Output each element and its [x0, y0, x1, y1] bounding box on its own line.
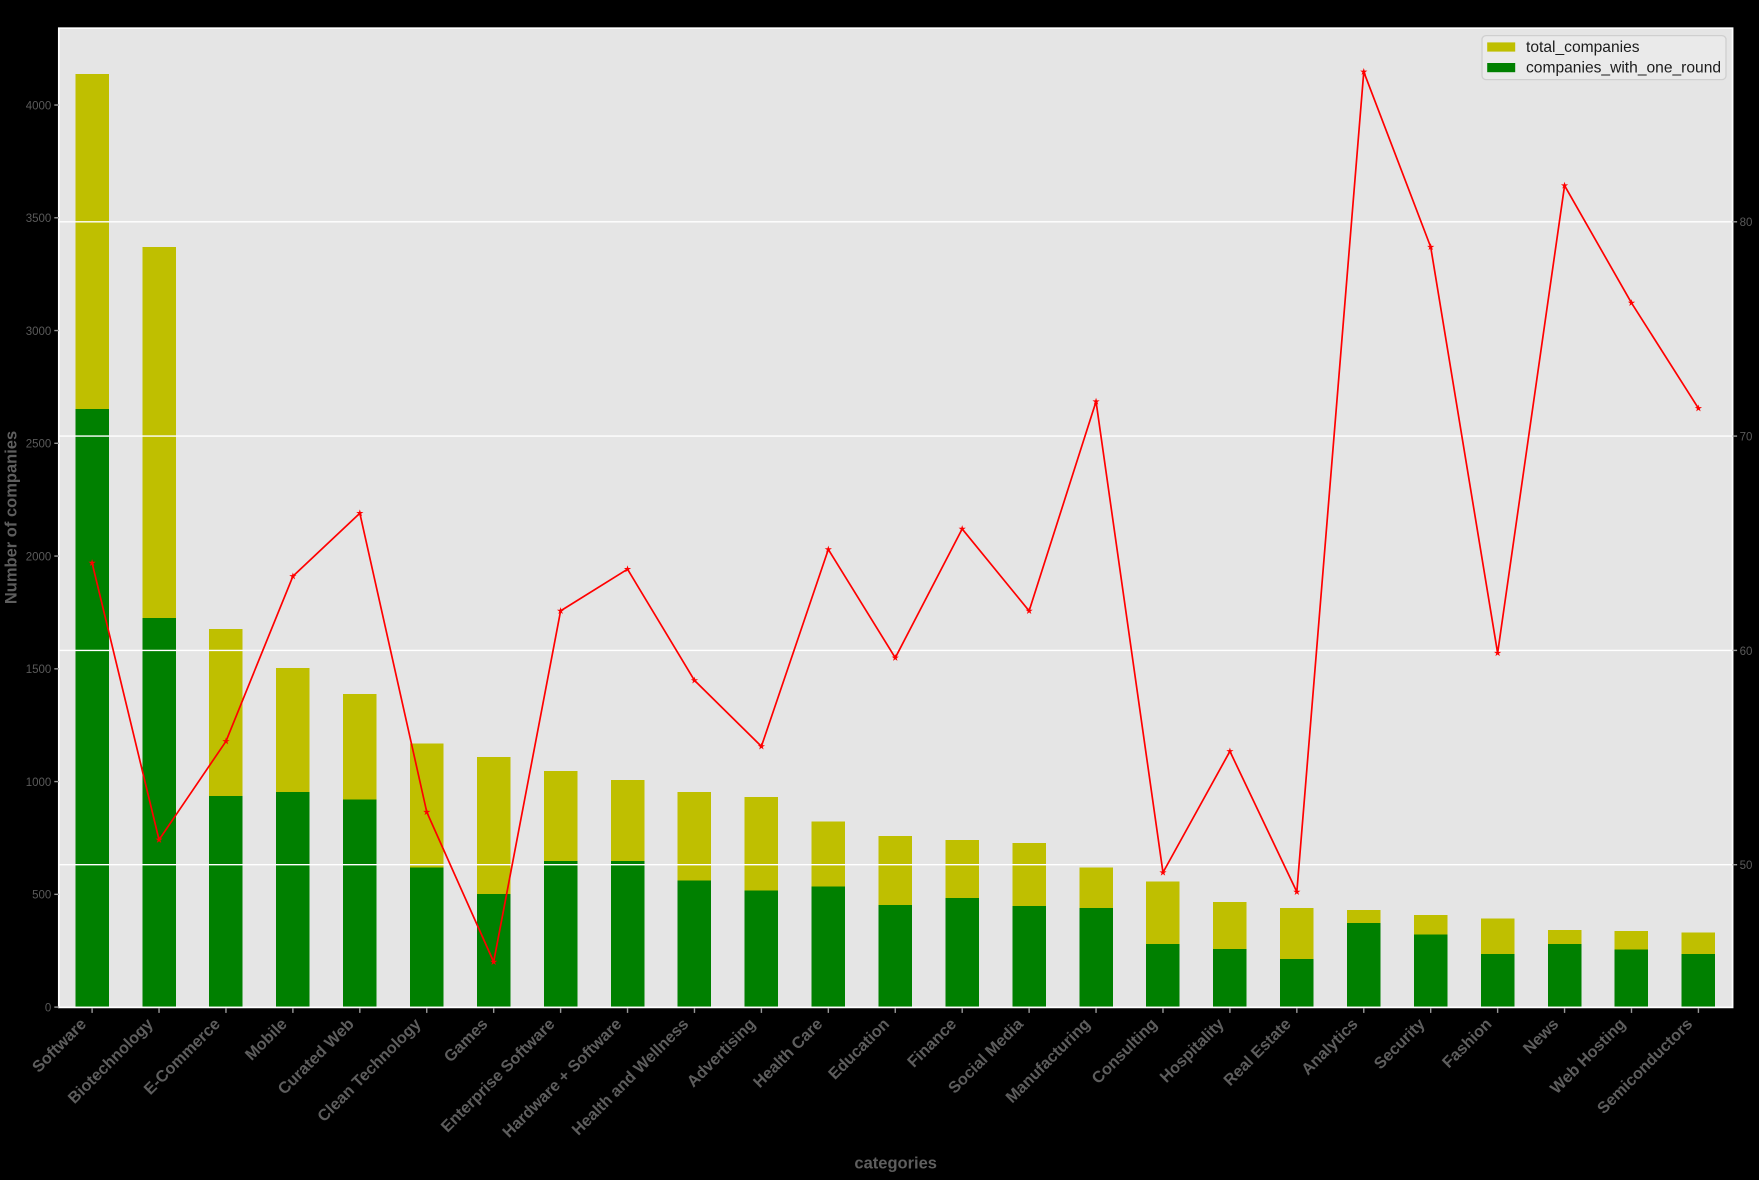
svg-text:50: 50 [1740, 860, 1753, 872]
svg-text:2000: 2000 [26, 551, 52, 563]
svg-text:total_companies: total_companies [1526, 39, 1640, 56]
svg-text:3500: 3500 [26, 213, 52, 225]
svg-text:80: 80 [1740, 217, 1753, 229]
svg-text:Number of companies: Number of companies [3, 431, 21, 604]
svg-text:companies_with_one_round: companies_with_one_round [1526, 59, 1721, 76]
svg-text:categories: categories [854, 1155, 937, 1173]
svg-text:2500: 2500 [26, 439, 52, 451]
svg-text:0: 0 [45, 1003, 51, 1015]
svg-text:500: 500 [32, 890, 51, 902]
svg-text:4000: 4000 [26, 100, 52, 112]
svg-text:70: 70 [1740, 432, 1753, 444]
svg-text:1500: 1500 [26, 664, 52, 676]
svg-text:1000: 1000 [26, 777, 52, 789]
svg-text:60: 60 [1740, 646, 1753, 658]
svg-text:3000: 3000 [26, 326, 52, 338]
